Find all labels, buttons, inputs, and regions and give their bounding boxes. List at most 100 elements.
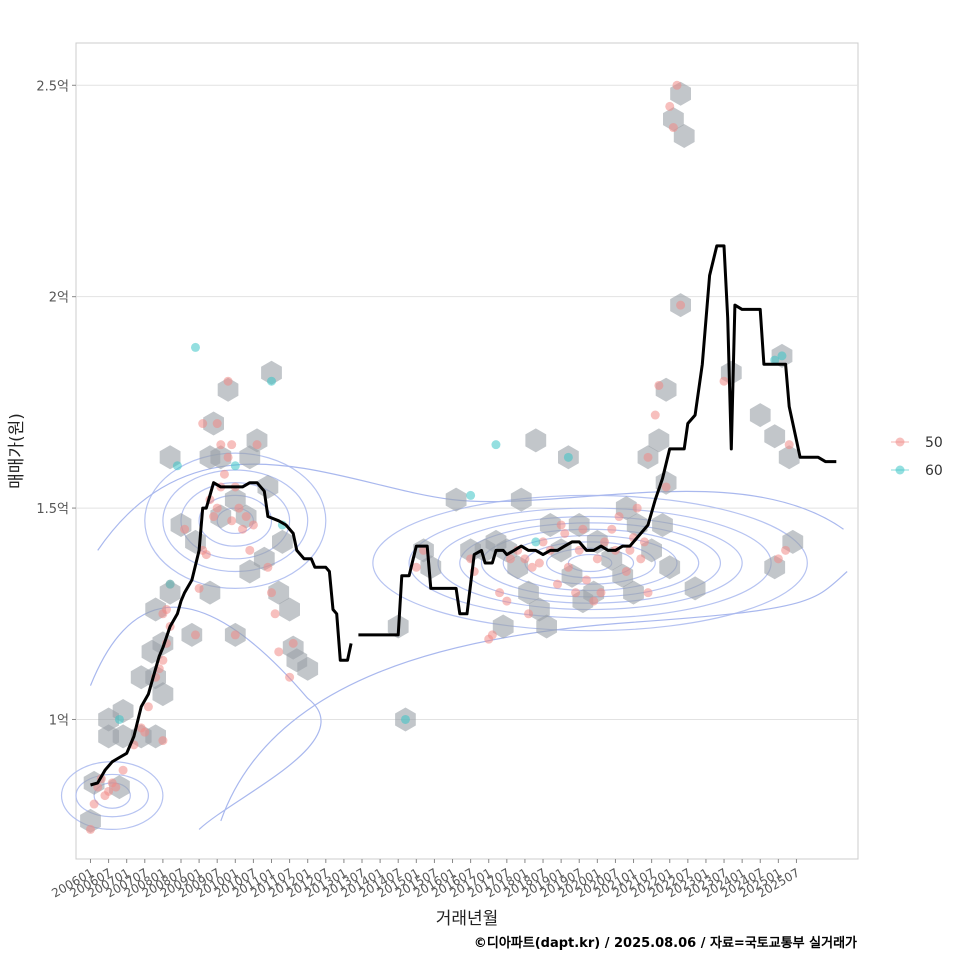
data-point-50[interactable] [643,588,653,598]
data-point-50[interactable] [288,638,298,648]
data-point-50[interactable] [614,512,624,522]
data-point-50[interactable] [672,80,682,90]
data-point-50[interactable] [639,537,649,547]
data-point-50[interactable] [581,575,591,585]
data-point-50[interactable] [719,376,729,386]
data-point-50[interactable] [118,765,128,775]
data-point-50[interactable] [180,524,190,534]
data-point-50[interactable] [538,537,548,547]
data-point-50[interactable] [219,469,229,479]
data-point-60[interactable] [114,714,124,724]
data-point-50[interactable] [241,512,251,522]
data-point-50[interactable] [643,452,653,462]
data-point-50[interactable] [274,647,284,657]
data-point-60[interactable] [400,714,410,724]
data-point-50[interactable] [216,440,226,450]
data-point-50[interactable] [227,440,237,450]
data-point-50[interactable] [654,380,664,390]
data-point-50[interactable] [625,545,635,555]
x-axis-ticks: 2006012006072007012007072008012008072009… [49,859,802,901]
data-point-50[interactable] [270,609,280,619]
hexbin-cell [529,597,550,622]
data-point-50[interactable] [104,786,114,796]
data-point-50[interactable] [607,524,617,534]
data-point-50[interactable] [158,655,168,665]
data-point-50[interactable] [111,782,121,792]
data-point-60[interactable] [190,342,200,352]
data-point-50[interactable] [248,520,258,530]
data-point-50[interactable] [411,562,421,572]
data-point-50[interactable] [784,440,794,450]
data-point-50[interactable] [650,410,660,420]
data-point-60[interactable] [230,461,240,471]
legend-item-60[interactable]: 60 [891,463,943,479]
data-point-60[interactable] [491,440,501,450]
data-point-60[interactable] [165,579,175,589]
data-point-50[interactable] [527,562,537,572]
data-point-50[interactable] [665,101,675,111]
data-point-60[interactable] [770,355,780,365]
data-point-50[interactable] [230,630,240,640]
data-point-50[interactable] [89,799,99,809]
data-point-50[interactable] [556,520,566,530]
data-point-50[interactable] [505,554,515,564]
data-point-50[interactable] [574,545,584,555]
data-point-50[interactable] [238,524,248,534]
data-point-50[interactable] [190,630,200,640]
data-point-50[interactable] [592,554,602,564]
hexbin-cell [525,428,547,453]
data-point-50[interactable] [520,554,530,564]
data-point-50[interactable] [773,554,783,564]
hexbin-cell [261,360,282,385]
data-point-50[interactable] [676,300,686,310]
data-point-50[interactable] [223,452,233,462]
data-point-60[interactable] [531,537,541,547]
data-point-50[interactable] [534,558,544,568]
data-point-50[interactable] [553,579,563,589]
data-point-50[interactable] [234,503,244,513]
data-point-50[interactable] [502,596,512,606]
data-point-50[interactable] [571,588,581,598]
data-point-60[interactable] [172,461,182,471]
data-point-50[interactable] [201,550,211,560]
data-point-50[interactable] [140,727,150,737]
data-point-50[interactable] [267,588,276,598]
data-point-50[interactable] [661,482,671,492]
data-point-50[interactable] [589,596,599,606]
data-point-50[interactable] [524,609,534,619]
data-point-50[interactable] [252,440,262,450]
data-point-50[interactable] [198,419,208,429]
data-point-50[interactable] [227,516,237,526]
data-point-50[interactable] [212,503,222,513]
data-point-50[interactable] [85,824,95,834]
data-point-50[interactable] [212,419,222,429]
data-point-50[interactable] [223,376,233,386]
data-point-50[interactable] [495,588,505,598]
data-point-50[interactable] [632,503,642,513]
data-point-60[interactable] [777,351,787,361]
data-point-50[interactable] [621,566,631,576]
data-point-50[interactable] [162,605,172,615]
data-point-50[interactable] [263,562,273,572]
data-point-50[interactable] [781,545,791,555]
data-point-50[interactable] [596,588,606,598]
data-point-50[interactable] [158,736,168,746]
data-point-50[interactable] [560,528,570,538]
data-point-50[interactable] [245,545,255,555]
density-contour [75,773,150,818]
data-point-60[interactable] [563,452,573,462]
data-point-50[interactable] [143,702,153,712]
data-point-50[interactable] [600,537,610,547]
data-point-50[interactable] [578,524,588,534]
data-point-50[interactable] [668,123,678,133]
data-point-50[interactable] [419,545,429,555]
data-point-50[interactable] [563,562,573,572]
data-point-50[interactable] [194,583,204,593]
data-point-50[interactable] [636,554,646,564]
data-point-50[interactable] [487,630,497,640]
data-point-60[interactable] [466,490,476,500]
legend-item-50[interactable]: 50 [891,435,943,451]
data-point-50[interactable] [285,672,295,682]
data-point-60[interactable] [267,376,276,386]
data-point-50[interactable] [209,512,219,522]
